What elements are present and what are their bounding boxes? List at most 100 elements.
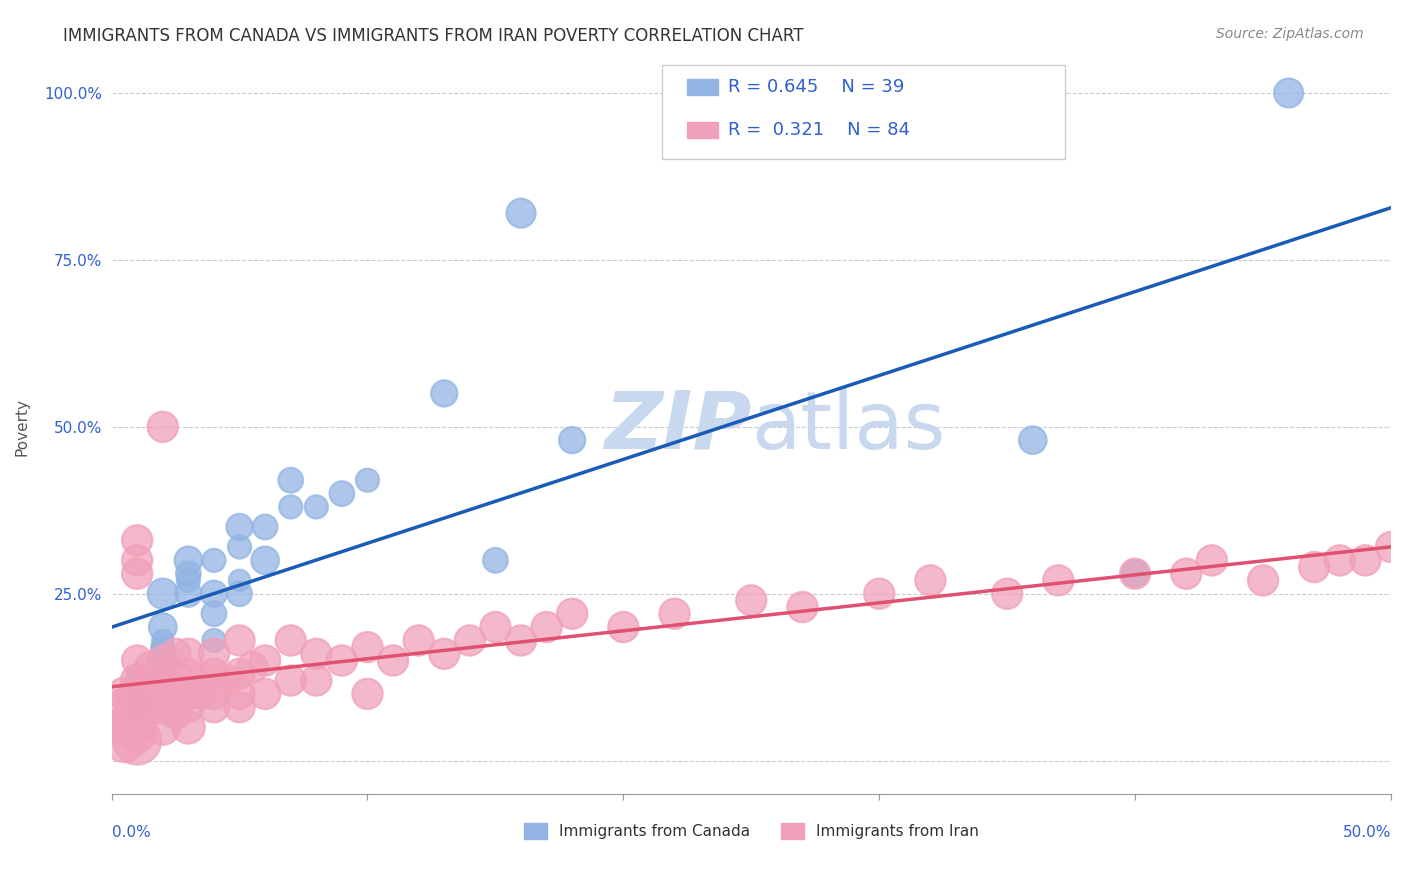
Point xyxy=(305,647,328,661)
Point xyxy=(139,673,162,688)
Point xyxy=(215,673,238,688)
Point xyxy=(995,587,1018,601)
Point xyxy=(112,687,135,701)
Point xyxy=(356,640,378,654)
Point xyxy=(127,687,149,701)
Point xyxy=(112,700,135,714)
FancyBboxPatch shape xyxy=(688,78,718,95)
Point xyxy=(484,553,506,567)
Point xyxy=(165,647,187,661)
Point xyxy=(740,593,762,607)
Point xyxy=(152,687,174,701)
Point xyxy=(228,687,250,701)
Point xyxy=(152,720,174,734)
Point xyxy=(240,660,263,674)
Point xyxy=(1278,86,1301,100)
Point xyxy=(127,653,149,667)
Point xyxy=(139,700,162,714)
Point xyxy=(177,700,200,714)
Text: R = 0.645    N = 39: R = 0.645 N = 39 xyxy=(728,78,904,95)
Point xyxy=(177,566,200,581)
Point xyxy=(121,720,143,734)
Point xyxy=(1329,553,1351,567)
Point xyxy=(612,620,634,634)
Point xyxy=(152,419,174,434)
Point xyxy=(152,653,174,667)
Point xyxy=(152,666,174,681)
Point xyxy=(202,633,225,648)
Point xyxy=(127,706,149,721)
Point xyxy=(202,647,225,661)
Point xyxy=(228,587,250,601)
Point xyxy=(305,500,328,514)
Point xyxy=(792,600,814,615)
Point xyxy=(127,673,149,688)
Text: atlas: atlas xyxy=(751,388,946,466)
Point xyxy=(190,687,212,701)
Point xyxy=(127,714,149,728)
Point xyxy=(177,687,200,701)
Point xyxy=(177,647,200,661)
Point xyxy=(165,680,187,694)
Point xyxy=(228,633,250,648)
Text: IMMIGRANTS FROM CANADA VS IMMIGRANTS FROM IRAN POVERTY CORRELATION CHART: IMMIGRANTS FROM CANADA VS IMMIGRANTS FRO… xyxy=(63,27,804,45)
Point xyxy=(1123,566,1146,581)
Point xyxy=(561,433,583,447)
Point xyxy=(1251,574,1274,588)
Point xyxy=(177,666,200,681)
Point xyxy=(139,660,162,674)
Point xyxy=(152,640,174,654)
Point xyxy=(510,633,533,648)
Point xyxy=(127,533,149,548)
Point xyxy=(330,653,353,667)
Point xyxy=(202,553,225,567)
Point xyxy=(152,653,174,667)
FancyBboxPatch shape xyxy=(662,65,1064,159)
Point xyxy=(152,620,174,634)
Point xyxy=(190,673,212,688)
Point xyxy=(254,653,277,667)
Point xyxy=(202,666,225,681)
Point xyxy=(202,607,225,621)
Point xyxy=(356,473,378,487)
Point xyxy=(228,520,250,534)
Point xyxy=(202,587,225,601)
Point xyxy=(152,633,174,648)
Point xyxy=(127,693,149,707)
Point xyxy=(433,647,456,661)
Legend: Immigrants from Canada, Immigrants from Iran: Immigrants from Canada, Immigrants from … xyxy=(517,817,984,845)
Point xyxy=(127,727,149,741)
Point xyxy=(127,666,149,681)
Point xyxy=(536,620,558,634)
Point xyxy=(664,607,686,621)
Point xyxy=(254,553,277,567)
Point xyxy=(382,653,405,667)
Text: 50.0%: 50.0% xyxy=(1343,824,1391,839)
Point xyxy=(202,700,225,714)
Point xyxy=(127,733,149,747)
Text: R =  0.321    N = 84: R = 0.321 N = 84 xyxy=(728,121,910,139)
Point xyxy=(127,700,149,714)
Point xyxy=(868,587,890,601)
Point xyxy=(177,587,200,601)
Point xyxy=(280,500,302,514)
Point xyxy=(177,553,200,567)
Point xyxy=(1303,560,1326,574)
Point xyxy=(127,553,149,567)
Text: Source: ZipAtlas.com: Source: ZipAtlas.com xyxy=(1216,27,1364,41)
Point xyxy=(408,633,430,648)
FancyBboxPatch shape xyxy=(688,122,718,138)
Point xyxy=(433,386,456,401)
Point xyxy=(280,673,302,688)
Point xyxy=(458,633,481,648)
Point xyxy=(1175,566,1198,581)
Point xyxy=(112,733,135,747)
Point xyxy=(254,520,277,534)
Point xyxy=(127,700,149,714)
Point xyxy=(561,607,583,621)
Point xyxy=(1379,540,1402,554)
Point xyxy=(127,673,149,688)
Text: ZIP: ZIP xyxy=(605,388,751,466)
Point xyxy=(228,666,250,681)
Point xyxy=(152,647,174,661)
